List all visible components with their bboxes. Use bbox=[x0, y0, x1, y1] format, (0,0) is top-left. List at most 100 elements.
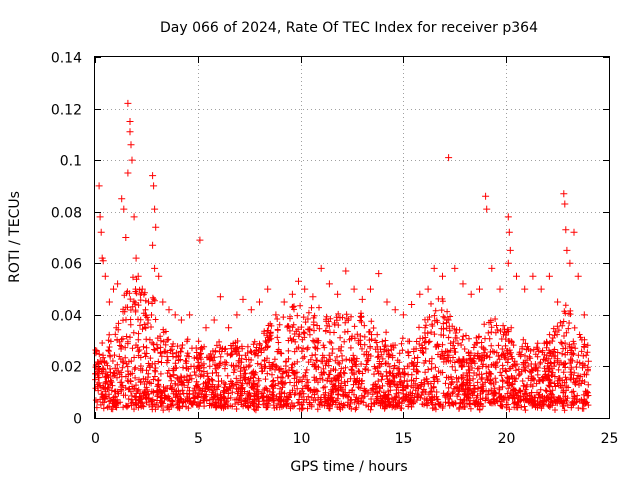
data-point bbox=[399, 311, 407, 319]
y-tick-label: 0.08 bbox=[51, 206, 82, 222]
data-point bbox=[350, 285, 358, 293]
data-point bbox=[105, 298, 113, 306]
data-point bbox=[264, 285, 272, 293]
data-point bbox=[130, 213, 138, 221]
data-point bbox=[375, 270, 383, 278]
y-axis-label: ROTI / TECUs bbox=[7, 191, 23, 283]
data-point bbox=[110, 285, 117, 293]
plot-frame bbox=[94, 56, 610, 419]
y-tick-label: 0.1 bbox=[60, 154, 82, 170]
data-point bbox=[430, 264, 438, 272]
data-point bbox=[118, 195, 126, 203]
data-point bbox=[96, 213, 104, 221]
data-point bbox=[127, 141, 135, 149]
data-point bbox=[134, 272, 142, 280]
data-point bbox=[367, 285, 374, 293]
data-point bbox=[560, 190, 568, 198]
data-point bbox=[288, 290, 296, 298]
data-point bbox=[171, 311, 179, 319]
data-point bbox=[554, 298, 562, 306]
data-point bbox=[325, 280, 333, 288]
data-point bbox=[504, 259, 512, 267]
data-point bbox=[562, 226, 570, 234]
data-point bbox=[295, 277, 302, 285]
x-tick-label: 0 bbox=[91, 431, 100, 447]
data-point bbox=[99, 257, 107, 265]
data-point bbox=[95, 182, 103, 190]
data-point bbox=[177, 316, 185, 324]
data-point bbox=[280, 298, 288, 306]
data-point bbox=[566, 259, 574, 267]
data-point bbox=[505, 228, 513, 236]
x-tick-label: 20 bbox=[498, 431, 516, 447]
data-point bbox=[155, 272, 163, 280]
data-point bbox=[451, 264, 459, 272]
data-point bbox=[247, 306, 255, 314]
data-point bbox=[101, 272, 109, 280]
data-point bbox=[574, 272, 582, 280]
data-point bbox=[165, 306, 173, 314]
x-tick-label: 10 bbox=[293, 431, 311, 447]
data-point bbox=[570, 228, 578, 236]
data-point bbox=[488, 264, 496, 272]
data-point bbox=[159, 298, 167, 306]
data-point bbox=[151, 264, 159, 272]
data-point bbox=[196, 236, 204, 244]
data-point bbox=[239, 295, 247, 303]
data-point bbox=[124, 169, 132, 177]
data-point bbox=[186, 311, 194, 319]
y-tick-label: 0 bbox=[73, 412, 82, 428]
data-point bbox=[521, 285, 529, 293]
y-tick-label: 0.14 bbox=[51, 51, 82, 67]
data-point bbox=[145, 298, 152, 306]
data-point bbox=[256, 298, 263, 306]
data-point bbox=[408, 301, 416, 308]
data-point bbox=[128, 156, 136, 164]
data-point bbox=[445, 154, 453, 162]
data-point bbox=[391, 306, 399, 314]
points-layer bbox=[95, 99, 592, 365]
data-point bbox=[216, 293, 224, 301]
data-point bbox=[151, 205, 159, 213]
y-tick-label: 0.04 bbox=[51, 309, 82, 325]
data-point bbox=[233, 311, 241, 319]
noise-cloud bbox=[92, 274, 592, 414]
data-point bbox=[120, 205, 128, 213]
y-tick-label: 0.06 bbox=[51, 257, 82, 273]
data-point bbox=[210, 316, 218, 324]
data-point bbox=[467, 290, 475, 298]
chart-title: Day 066 of 2024, Rate Of TEC Index for r… bbox=[160, 20, 538, 36]
data-point bbox=[563, 246, 571, 254]
data-point bbox=[132, 254, 140, 262]
data-point bbox=[383, 298, 391, 306]
data-point bbox=[483, 205, 491, 213]
data-point bbox=[545, 272, 553, 280]
data-point bbox=[150, 182, 158, 190]
data-point bbox=[97, 228, 105, 236]
data-point bbox=[122, 234, 130, 241]
data-point bbox=[301, 285, 309, 293]
data-point bbox=[342, 267, 350, 275]
tick-label-layer: 0 5 10 15 20 25 0 0.02 0.04 0.06 0.08 0.1 0.12 0.14 bbox=[51, 51, 619, 448]
x-axis-label: GPS time / hours bbox=[290, 459, 407, 475]
data-point bbox=[152, 223, 160, 231]
data-point bbox=[584, 357, 592, 365]
data-point bbox=[149, 241, 157, 249]
data-point bbox=[580, 311, 588, 319]
data-point bbox=[537, 285, 545, 293]
data-point bbox=[561, 200, 569, 208]
data-point bbox=[272, 311, 280, 319]
y-tick-label: 0.02 bbox=[51, 360, 82, 376]
data-point bbox=[496, 285, 504, 293]
data-point bbox=[424, 285, 432, 293]
data-point bbox=[416, 290, 424, 298]
data-point bbox=[358, 295, 366, 303]
data-point bbox=[482, 192, 490, 200]
data-point bbox=[202, 324, 210, 332]
data-point bbox=[114, 280, 122, 288]
data-point bbox=[138, 285, 146, 293]
data-point bbox=[309, 293, 317, 301]
data-point bbox=[225, 324, 233, 332]
data-point bbox=[459, 280, 467, 288]
